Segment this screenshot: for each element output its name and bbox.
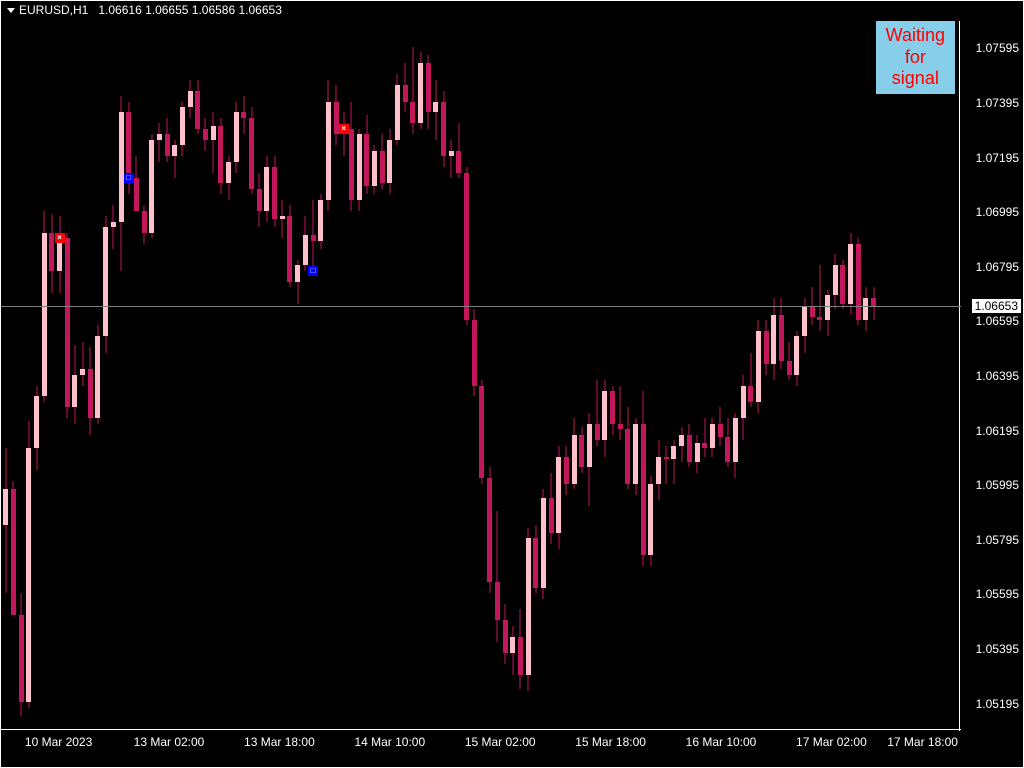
time-tick-label: 15 Mar 18:00 bbox=[575, 735, 646, 749]
price-tick-label: 1.06595 bbox=[976, 314, 1019, 328]
time-tick-label: 17 Mar 02:00 bbox=[796, 735, 867, 749]
time-tick-label: 16 Mar 10:00 bbox=[686, 735, 757, 749]
current-price-label: 1.06653 bbox=[972, 299, 1021, 313]
signal-line3: signal bbox=[886, 68, 945, 90]
price-tick-label: 1.07195 bbox=[976, 151, 1019, 165]
ohlc-label: 1.06616 1.06655 1.06586 1.06653 bbox=[98, 3, 282, 17]
buy-signal-marker: □ bbox=[308, 266, 318, 276]
symbol-label: EURUSD,H1 bbox=[19, 3, 88, 17]
time-tick-label: 10 Mar 2023 bbox=[25, 735, 92, 749]
time-tick-label: 17 Mar 18:00 bbox=[887, 735, 958, 749]
price-tick-label: 1.06395 bbox=[976, 369, 1019, 383]
time-tick-label: 14 Mar 10:00 bbox=[354, 735, 425, 749]
signal-indicator-box: Waiting for signal bbox=[876, 21, 955, 94]
price-tick-label: 1.06995 bbox=[976, 205, 1019, 219]
signal-line1: Waiting bbox=[886, 25, 945, 47]
time-tick-label: 15 Mar 02:00 bbox=[465, 735, 536, 749]
sell-signal-marker: × bbox=[55, 233, 65, 243]
candlestick-chart-area[interactable]: × □ □ × bbox=[1, 21, 961, 731]
dropdown-icon[interactable] bbox=[7, 8, 15, 13]
price-tick-label: 1.05795 bbox=[976, 533, 1019, 547]
chart-container: EURUSD,H1 1.06616 1.06655 1.06586 1.0665… bbox=[0, 0, 1024, 768]
price-tick-label: 1.05195 bbox=[976, 697, 1019, 711]
time-axis: 10 Mar 2023 13 Mar 02:00 13 Mar 18:00 14 Ma… bbox=[1, 729, 961, 767]
price-tick-label: 1.07395 bbox=[976, 96, 1019, 110]
price-tick-label: 1.05395 bbox=[976, 642, 1019, 656]
buy-signal-marker: □ bbox=[124, 173, 134, 183]
sell-signal-marker: × bbox=[339, 124, 349, 134]
price-tick-label: 1.05595 bbox=[976, 587, 1019, 601]
time-tick-label: 13 Mar 02:00 bbox=[134, 735, 205, 749]
price-tick-label: 1.07595 bbox=[976, 41, 1019, 55]
chart-header: EURUSD,H1 1.06616 1.06655 1.06586 1.0665… bbox=[7, 3, 282, 17]
price-axis: 1.07595 1.07395 1.07195 1.06995 1.06795 1.065… bbox=[959, 21, 1023, 731]
price-tick-label: 1.05995 bbox=[976, 478, 1019, 492]
signal-line2: for bbox=[886, 47, 945, 69]
price-tick-label: 1.06795 bbox=[976, 260, 1019, 274]
current-price-line bbox=[1, 306, 961, 307]
price-tick-label: 1.06195 bbox=[976, 424, 1019, 438]
time-tick-label: 13 Mar 18:00 bbox=[244, 735, 315, 749]
